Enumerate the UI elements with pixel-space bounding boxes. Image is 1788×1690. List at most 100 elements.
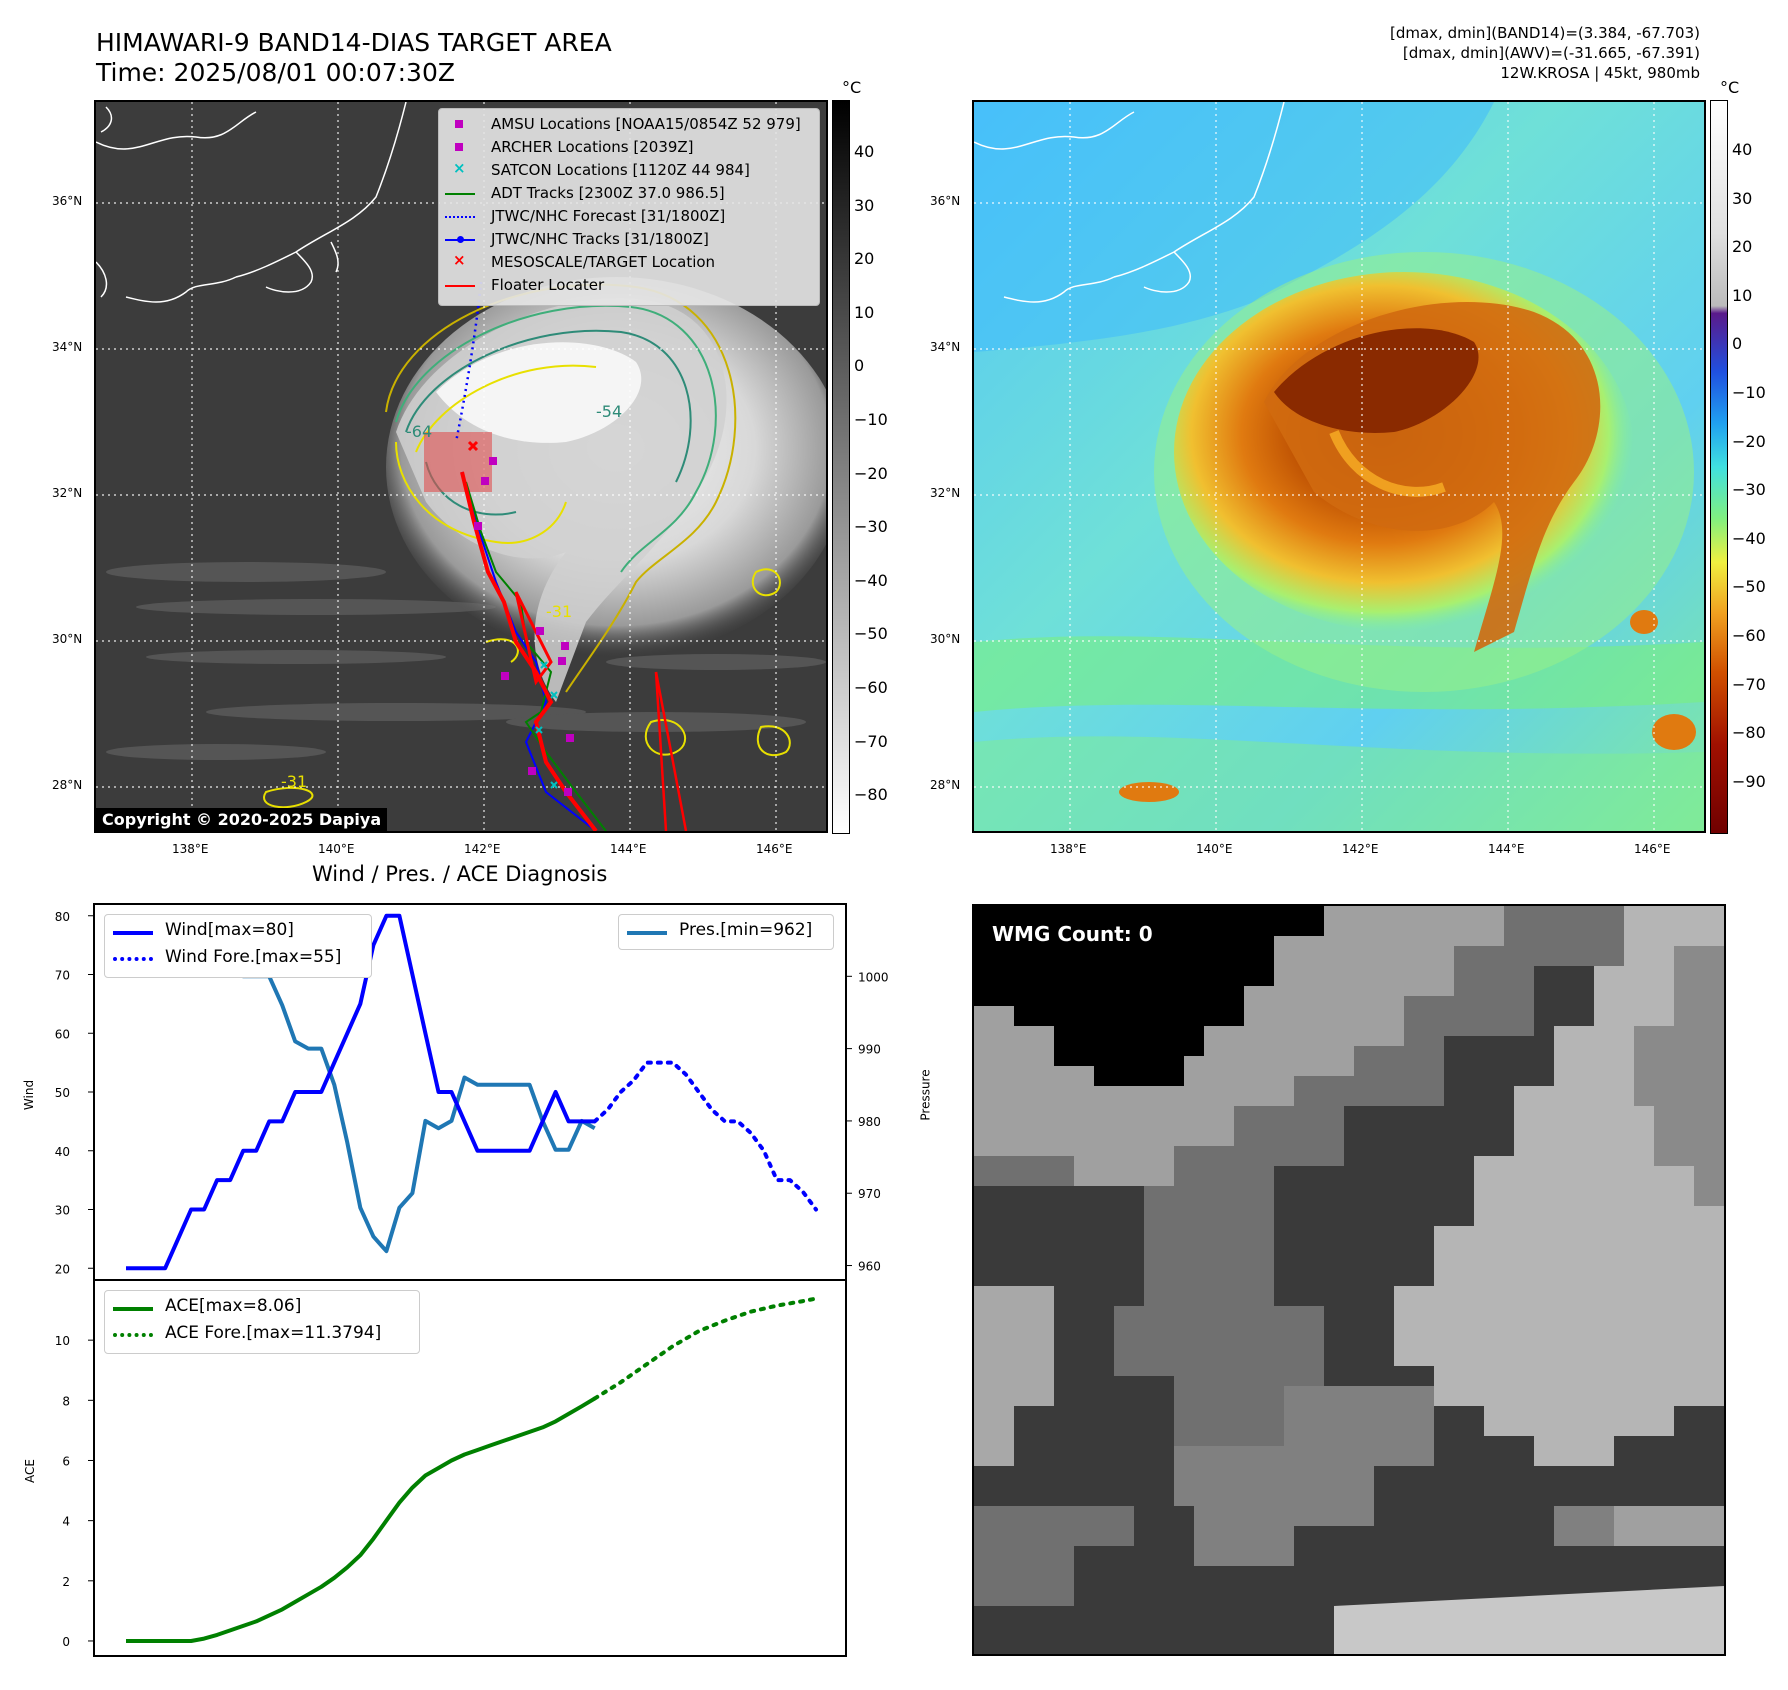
- colorbar-tick: −20: [854, 463, 888, 483]
- lon-tick: 142°E: [1342, 842, 1379, 856]
- colorbar-tick: −80: [854, 785, 888, 805]
- wmg-count-label: WMG Count: 0: [992, 922, 1153, 946]
- lat-tick: 34°N: [52, 340, 83, 354]
- colorbar-tick: −60: [1732, 626, 1766, 645]
- colorbar-tick: −10: [1732, 383, 1766, 402]
- colorbar-tick: −30: [1732, 480, 1766, 500]
- ace-axis-label: ACE: [22, 1459, 37, 1483]
- contour-label: -31: [546, 602, 572, 621]
- copyright-label: Copyright © 2020-2025 Dapiya: [96, 808, 388, 831]
- colorbar-unit: °C: [1720, 78, 1740, 97]
- wind-legend: Wind[max=80] Wind Fore.[max=55]: [104, 914, 372, 978]
- pressure-axis-label: Pressure: [918, 1069, 933, 1121]
- colorbar-tick: −50: [1732, 577, 1766, 597]
- pressure-tick-label: 1000: [858, 970, 889, 984]
- lat-tick: 36°N: [930, 194, 961, 208]
- diagnosis-title: Wind / Pres. / ACE Diagnosis: [312, 862, 608, 886]
- wmg-image: [974, 906, 1724, 1654]
- wind-axis-label: Wind: [22, 1079, 37, 1111]
- lat-tick: 36°N: [52, 194, 83, 208]
- colorbar-tick: 30: [1732, 188, 1753, 208]
- colorbar-tick: −80: [1732, 723, 1766, 743]
- legend-label: Floater Locater: [491, 276, 605, 294]
- ace-tick-label: 8: [62, 1394, 70, 1408]
- wind-tick-label: 70: [55, 969, 70, 983]
- colorbar-tick: −60: [854, 678, 888, 697]
- wind-tick-label: 20: [55, 1262, 70, 1276]
- colorbar-tick: 20: [854, 249, 875, 269]
- legend-label: Wind Fore.[max=55]: [165, 947, 342, 967]
- lat-tick: 30°N: [52, 632, 83, 646]
- ace-forecast-series-line: [592, 1296, 818, 1401]
- colorbar-tick: −70: [854, 731, 888, 751]
- wind-tick-label: 40: [55, 1145, 70, 1159]
- ace-tick-label: 2: [62, 1575, 70, 1589]
- legend-label: ARCHER Locations [2039Z]: [491, 138, 694, 156]
- colorbar-tick: 10: [1732, 285, 1753, 305]
- legend-label: Pres.[min=962]: [679, 920, 813, 940]
- lon-tick: 138°E: [172, 842, 209, 856]
- legend-item-jtwc-forecast: JTWC/NHC Forecast [31/1800Z]: [439, 207, 819, 229]
- colorbar-tick: −40: [854, 570, 888, 590]
- colorbar-tick: −70: [1732, 674, 1766, 694]
- legend-item-adt: ADT Tracks [2300Z 37.0 986.5]: [439, 184, 819, 206]
- lat-tick: 34°N: [930, 340, 961, 354]
- colorbar-unit: °C: [842, 78, 862, 97]
- colorbar-tick: −40: [1732, 528, 1766, 548]
- figure-title: HIMAWARI-9 BAND14-DIAS TARGET AREA: [96, 28, 612, 57]
- wind-tick-label: 30: [55, 1204, 70, 1218]
- wind-series-line: [126, 913, 595, 1271]
- ace-tick-label: 0: [62, 1635, 70, 1649]
- line-marker-icon: [113, 1307, 153, 1311]
- wind-tick-label: 60: [55, 1027, 70, 1041]
- pressure-tick-label: 990: [858, 1043, 881, 1057]
- dotted-line-icon: [445, 216, 475, 218]
- enhanced-colorbar: [1710, 100, 1728, 834]
- lon-tick: 144°E: [1488, 842, 1525, 856]
- square-marker-icon: [455, 143, 463, 151]
- x-marker-icon: ×: [453, 159, 466, 177]
- dotted-line-icon: [113, 1333, 153, 1337]
- legend-label: Wind[max=80]: [165, 920, 294, 940]
- ir-map-panel: -54 -64 -31 -31 AMSU Locations [NOAA15/0…: [94, 100, 828, 833]
- storm-info: 12W.KROSA | 45kt, 980mb: [1500, 64, 1700, 82]
- colorbar-tick: 30: [854, 195, 875, 215]
- legend-label: ADT Tracks [2300Z 37.0 986.5]: [491, 184, 725, 202]
- legend-label: JTWC/NHC Forecast [31/1800Z]: [491, 207, 726, 225]
- ace-legend: ACE[max=8.06] ACE Fore.[max=11.3794]: [104, 1290, 420, 1354]
- dotted-line-icon: [113, 957, 153, 961]
- ace-series-line: [126, 1396, 596, 1643]
- colorbar-tick: 40: [1732, 140, 1753, 159]
- ace-tick-label: 4: [62, 1515, 70, 1529]
- enhanced-map-image: [974, 102, 1704, 831]
- lat-tick: 32°N: [930, 486, 961, 500]
- line-marker-icon: [627, 931, 667, 935]
- legend-label: JTWC/NHC Tracks [31/1800Z]: [491, 230, 709, 248]
- lat-tick: 28°N: [930, 778, 961, 792]
- lat-tick: 28°N: [52, 778, 83, 792]
- ace-tick-label: 6: [62, 1454, 70, 1468]
- colorbar-tick: −90: [1732, 771, 1766, 791]
- colorbar-tick: 0: [1732, 334, 1743, 354]
- x-marker-icon: ×: [453, 251, 466, 269]
- legend-label: AMSU Locations [NOAA15/0854Z 52 979]: [491, 115, 801, 133]
- colorbar-tick: 10: [854, 302, 875, 322]
- square-marker-icon: [455, 120, 463, 128]
- pressure-tick-label: 980: [858, 1115, 881, 1129]
- lon-tick: 144°E: [610, 842, 647, 856]
- contour-label: -64: [406, 422, 432, 441]
- wind-tick-label: 50: [55, 1086, 70, 1100]
- legend-item-satcon: × SATCON Locations [1120Z 44 984]: [439, 159, 819, 183]
- figure-time: Time: 2025/08/01 00:07:30Z: [96, 58, 455, 87]
- legend-item-amsu: AMSU Locations [NOAA15/0854Z 52 979]: [439, 115, 819, 137]
- pressure-tick-label: 960: [858, 1260, 881, 1274]
- ir-colorbar: [832, 100, 850, 834]
- line-marker-icon: [113, 931, 153, 935]
- legend-label: ACE Fore.[max=11.3794]: [165, 1323, 382, 1343]
- enhanced-map-panel: [972, 100, 1706, 833]
- ace-tick-label: 10: [55, 1334, 70, 1348]
- legend-item-archer: ARCHER Locations [2039Z]: [439, 138, 819, 160]
- map-legend: AMSU Locations [NOAA15/0854Z 52 979] ARC…: [438, 108, 820, 306]
- lon-tick: 146°E: [1634, 842, 1671, 856]
- lon-tick: 138°E: [1050, 842, 1087, 856]
